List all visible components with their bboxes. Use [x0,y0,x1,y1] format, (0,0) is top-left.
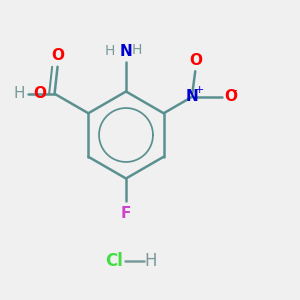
Text: H: H [144,252,157,270]
Text: F: F [121,206,131,220]
Text: H: H [13,86,25,101]
Text: N: N [186,89,199,104]
Text: O: O [33,86,46,101]
Text: -: - [232,84,236,97]
Text: O: O [189,53,202,68]
Text: O: O [225,89,238,104]
Text: N: N [120,44,132,59]
Text: H: H [131,43,142,57]
Text: H: H [104,44,115,58]
Text: Cl: Cl [105,252,123,270]
Text: O: O [51,48,64,63]
Text: +: + [195,85,204,95]
